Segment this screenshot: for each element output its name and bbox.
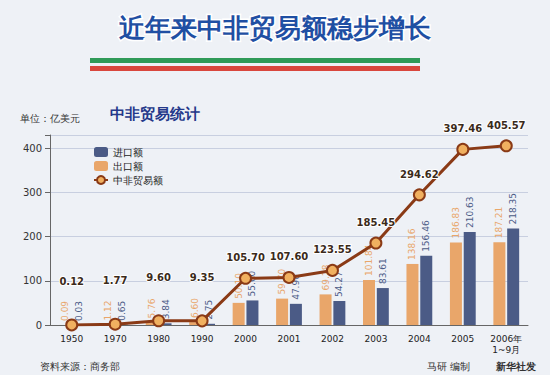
svg-text:5.76: 5.76 — [146, 298, 157, 319]
svg-text:2006年: 2006年 — [490, 334, 522, 344]
svg-text:2002: 2002 — [321, 334, 344, 344]
svg-text:3.84: 3.84 — [160, 299, 171, 320]
svg-text:1980: 1980 — [147, 334, 170, 344]
svg-text:59.70: 59.70 — [277, 268, 288, 295]
svg-text:1950: 1950 — [60, 334, 83, 344]
svg-text:2004: 2004 — [408, 334, 431, 344]
svg-text:2005: 2005 — [451, 334, 474, 344]
svg-text:55.60: 55.60 — [247, 270, 258, 297]
svg-text:210.63: 210.63 — [465, 196, 475, 228]
svg-text:54.27: 54.27 — [334, 271, 345, 297]
svg-text:2001: 2001 — [278, 334, 301, 344]
svg-text:300: 300 — [23, 187, 42, 198]
svg-text:1.77: 1.77 — [103, 275, 128, 286]
svg-text:新华社发: 新华社发 — [495, 361, 536, 372]
svg-text:1970: 1970 — [104, 334, 127, 344]
svg-text:2003: 2003 — [364, 334, 387, 344]
svg-text:0.65: 0.65 — [117, 301, 127, 321]
svg-text:47.90: 47.90 — [290, 274, 301, 300]
svg-text:中非贸易额: 中非贸易额 — [113, 175, 163, 186]
svg-text:50.10: 50.10 — [233, 273, 244, 299]
svg-text:资料来源：商务部: 资料来源：商务部 — [40, 361, 120, 372]
svg-text:中非贸易统计: 中非贸易统计 — [110, 105, 200, 123]
svg-text:123.55: 123.55 — [313, 244, 352, 255]
svg-text:进口额: 进口额 — [113, 147, 143, 158]
svg-text:1~9月: 1~9月 — [492, 345, 520, 355]
svg-text:101.84: 101.84 — [364, 244, 374, 276]
svg-text:1990: 1990 — [191, 334, 214, 344]
svg-text:1.12: 1.12 — [103, 300, 113, 320]
svg-text:156.46: 156.46 — [421, 220, 431, 252]
svg-text:107.60: 107.60 — [270, 251, 309, 262]
svg-text:105.70: 105.70 — [226, 252, 265, 263]
svg-text:6.60: 6.60 — [190, 298, 200, 318]
svg-text:138.16: 138.16 — [407, 228, 417, 260]
svg-text:出口额: 出口额 — [113, 161, 143, 172]
svg-text:200: 200 — [23, 231, 42, 242]
svg-text:187.21: 187.21 — [494, 207, 504, 239]
svg-text:马研 编制: 马研 编制 — [427, 361, 470, 372]
svg-text:0.03: 0.03 — [74, 301, 84, 321]
svg-text:2.75: 2.75 — [204, 299, 214, 320]
svg-text:近年来中非贸易额稳步增长: 近年来中非贸易额稳步增长 — [119, 13, 431, 43]
svg-text:0: 0 — [36, 320, 42, 331]
svg-text:单位：亿美元: 单位：亿美元 — [20, 113, 80, 124]
svg-text:294.62: 294.62 — [400, 169, 439, 180]
svg-text:0.12: 0.12 — [59, 276, 84, 287]
svg-text:9.60: 9.60 — [146, 272, 171, 283]
svg-text:69.28: 69.28 — [320, 264, 331, 291]
svg-text:83.61: 83.61 — [378, 258, 388, 284]
svg-text:9.35: 9.35 — [190, 272, 215, 283]
svg-text:2000: 2000 — [234, 334, 257, 344]
svg-text:218.35: 218.35 — [508, 193, 518, 225]
svg-text:0.09: 0.09 — [60, 301, 70, 321]
svg-text:400: 400 — [23, 143, 42, 154]
svg-text:186.83: 186.83 — [451, 207, 461, 239]
svg-text:100: 100 — [23, 275, 42, 286]
svg-text:397.46: 397.46 — [444, 123, 483, 134]
svg-text:405.57: 405.57 — [487, 120, 526, 131]
svg-text:185.45: 185.45 — [357, 217, 396, 228]
